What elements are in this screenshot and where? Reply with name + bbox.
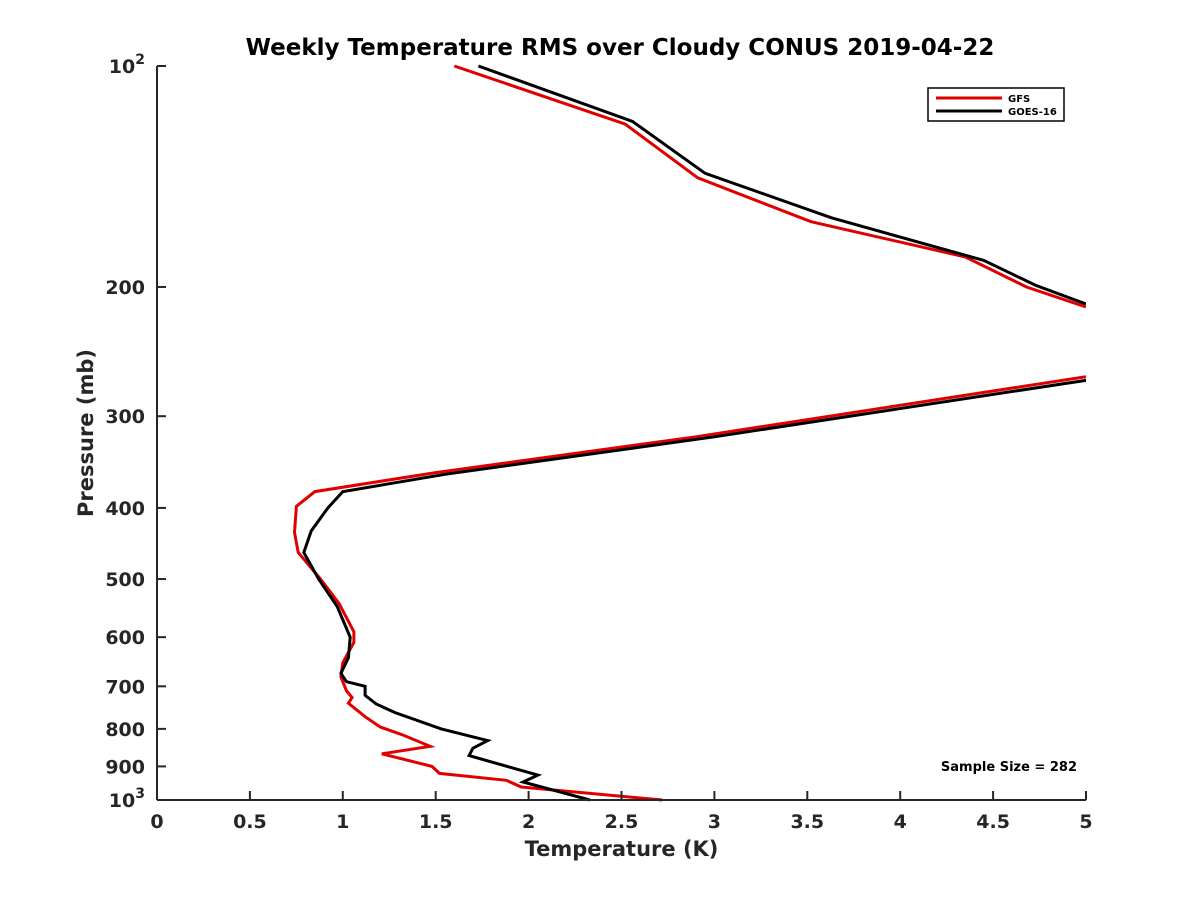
y-tick-label: 500 — [105, 569, 145, 591]
y-tick-label: 600 — [105, 627, 145, 649]
legend-label: GOES-16 — [1008, 107, 1057, 118]
x-tick-label: 5 — [1079, 811, 1092, 833]
axes: 0 0.5 1 1.5 2 2.5 3 3.5 4 4.5 51022003004005006007… — [74, 52, 1093, 861]
y-tick-label: 700 — [105, 676, 145, 698]
x-tick-label: 3 — [708, 811, 721, 833]
x-tick-label: 1.5 — [419, 811, 453, 833]
y-axis-label: Pressure (mb) — [74, 349, 98, 517]
x-tick-label: 4 — [894, 811, 907, 833]
x-axis-label: Temperature (K) — [525, 837, 719, 861]
y-tick-exponent: 3 — [135, 786, 145, 802]
y-tick-label: 200 — [105, 277, 145, 299]
x-tick-label: 0.5 — [233, 811, 267, 833]
x-tick-label: 2 — [522, 811, 535, 833]
x-tick-label: 1 — [336, 811, 349, 833]
y-tick-label: 300 — [105, 406, 145, 428]
y-tick-label: 102 — [109, 52, 145, 78]
series-lines — [292, 64, 1086, 802]
y-tick-label: 800 — [105, 719, 145, 741]
legend-label: GFS — [1008, 94, 1030, 105]
sample-size-annotation: Sample Size = 282 — [941, 760, 1077, 775]
y-tick-label: 400 — [105, 498, 145, 520]
legend: GFS GOES-16 — [927, 87, 1065, 122]
y-tick-base: 10 — [109, 790, 135, 812]
series-line-goes-16 — [302, 64, 1086, 802]
chart-title: Weekly Temperature RMS over Cloudy CONUS… — [246, 35, 995, 61]
y-tick-base: 10 — [109, 56, 135, 78]
y-tick-exponent: 2 — [135, 52, 145, 68]
legend-box — [927, 87, 1065, 122]
x-tick-label: 0 — [150, 811, 163, 833]
x-tick-label: 3.5 — [790, 811, 824, 833]
y-tick-label: 900 — [105, 756, 145, 778]
y-tick-label: 103 — [109, 786, 145, 812]
series-line-gfs — [292, 64, 1086, 802]
x-tick-label: 4.5 — [976, 811, 1010, 833]
x-tick-label: 2.5 — [605, 811, 639, 833]
